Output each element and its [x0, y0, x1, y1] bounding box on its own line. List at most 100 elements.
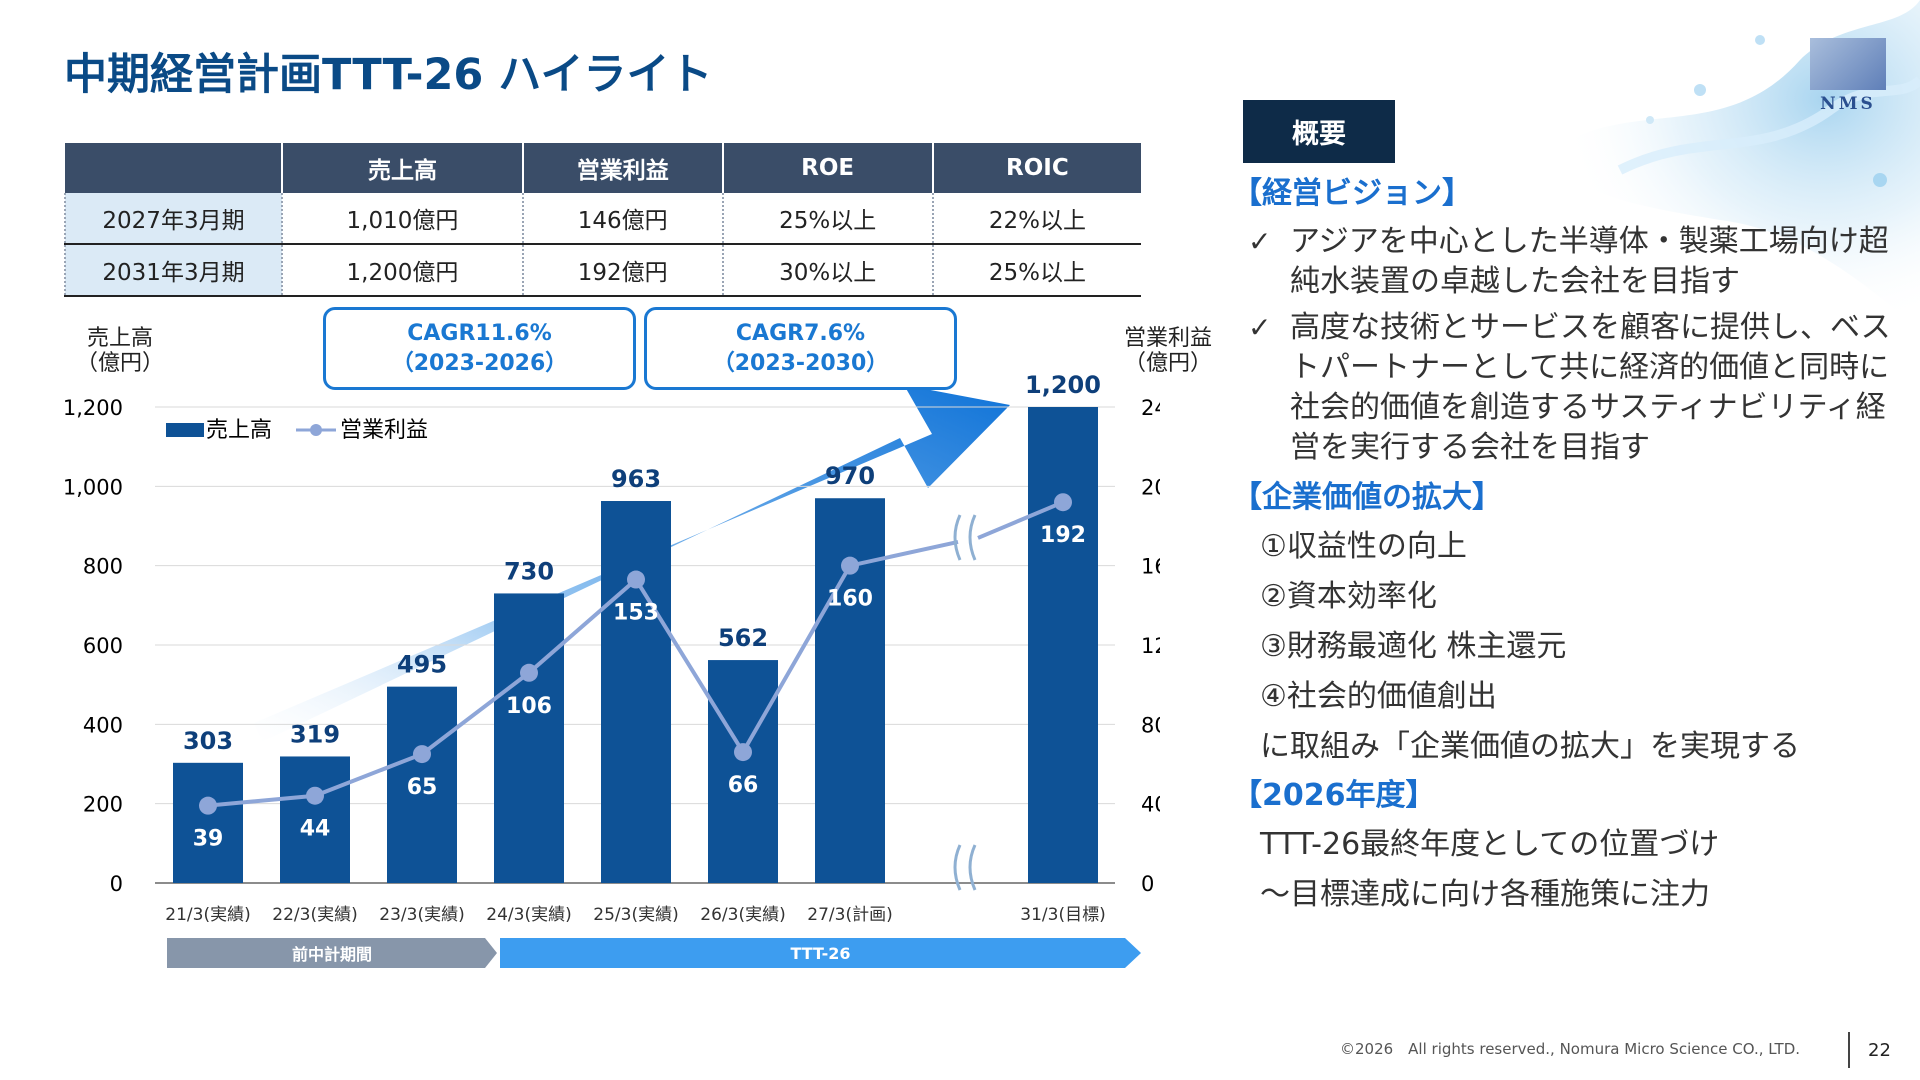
- vision-heading: 【経営ビジョン】: [1232, 176, 1472, 211]
- kpi-header-roe: ROE: [721, 143, 933, 193]
- nms-logo: NMS: [1808, 38, 1888, 118]
- op-profit-value-label: 39: [193, 827, 224, 852]
- kpi-cell: 25%以上: [931, 244, 1141, 297]
- list-item: ～目標達成に向け各種施策に注力: [1260, 877, 1710, 912]
- sales-value-label: 303: [183, 727, 233, 755]
- sales-value-label: 562: [718, 624, 768, 652]
- op-profit-value-label: 106: [506, 694, 552, 719]
- y-left-axis-title-line1: 売上高: [87, 326, 154, 351]
- y-right-tick-label: 0: [1141, 872, 1154, 896]
- kpi-header-op-profit: 営業利益: [521, 143, 723, 193]
- op-profit-point: [199, 796, 217, 815]
- check-icon: ✓: [1248, 311, 1272, 344]
- legend-profit-marker: [310, 424, 322, 436]
- vision-item-text: アジアを中心とした半導体・製薬工場向け超純水装置の卓越した会社を目指す: [1290, 224, 1889, 299]
- sales-bar: [494, 593, 564, 883]
- list-item: ②資本効率化: [1260, 579, 1437, 614]
- footer-copyright: ©2026 All rights reserved., Nomura Micro…: [1340, 1040, 1801, 1058]
- x-tick-label: 23/3(実績): [379, 905, 464, 925]
- kpi-header-sales: 売上高: [281, 143, 523, 193]
- list-item: TTT-26最終年度としての位置づけ: [1260, 827, 1720, 862]
- overview-panel: 【経営ビジョン】 ✓ アジアを中心とした半導体・製薬工場向け超純水装置の卓越した会…: [1232, 170, 1892, 920]
- table-row: 2027年3月期 1,010億円 146億円 25%以上 22%以上: [64, 193, 1141, 245]
- sales-value-label: 730: [504, 557, 554, 585]
- op-profit-point: [520, 663, 538, 682]
- op-profit-point: [413, 745, 431, 764]
- op-profit-value-label: 65: [407, 775, 438, 800]
- op-profit-value-label: 160: [827, 587, 873, 612]
- op-profit-value-label: 192: [1040, 523, 1086, 548]
- kpi-cell: 25%以上: [721, 193, 933, 245]
- list-item: ④社会的価値創出: [1260, 679, 1497, 714]
- x-tick-label: 27/3(計画): [807, 905, 892, 925]
- chart-legend: 売上高 営業利益: [166, 418, 428, 443]
- cagr-rate: CAGR7.6%: [735, 320, 866, 346]
- logo-text: NMS: [1820, 94, 1876, 114]
- kpi-cell: 1,200億円: [281, 244, 523, 297]
- page-title: 中期経営計画TTT-26 ハイライト: [64, 50, 713, 100]
- kpi-row-label: 2031年3月期: [64, 244, 282, 297]
- footer-divider: [1848, 1032, 1850, 1068]
- x-tick-label: 21/3(実績): [165, 905, 250, 925]
- sales-bar: [173, 762, 243, 883]
- vision-item-text: 高度な技術とサービスを顧客に提供し、ベストパートナーとして共に経済的価値と同時に…: [1290, 310, 1891, 465]
- y-right-tick-label: 200: [1141, 475, 1160, 499]
- list-item: に取組み「企業価値の拡大」を実現する: [1260, 729, 1800, 764]
- op-profit-value-label: 153: [613, 601, 659, 626]
- kpi-cell: 146億円: [521, 193, 723, 245]
- x-tick-label: 25/3(実績): [593, 905, 678, 925]
- kpi-cell: 192億円: [521, 244, 723, 297]
- list-item: ✓ アジアを中心とした半導体・製薬工場向け超純水装置の卓越した会社を目指す: [1232, 222, 1892, 302]
- op-profit-point: [306, 786, 324, 805]
- y-right-tick-label: 240: [1141, 396, 1160, 420]
- y-left-tick-label: 200: [83, 793, 123, 817]
- y-right-axis-title: 営業利益 （億円）: [1124, 326, 1212, 376]
- logo-emblem-icon: [1810, 38, 1886, 90]
- y-left-tick-label: 0: [110, 872, 123, 896]
- kpi-cell: 30%以上: [721, 244, 933, 297]
- cagr-box-2030: CAGR7.6% （2023-2030）: [644, 307, 957, 390]
- sales-bars: [173, 407, 1098, 883]
- overview-label: 概要: [1243, 100, 1395, 163]
- kpi-header-row: 売上高 営業利益 ROE ROIC: [65, 143, 1141, 193]
- list-item: ③財務最適化 株主還元: [1260, 629, 1567, 664]
- sales-value-label: 495: [397, 651, 447, 679]
- y-right-axis-title-line1: 営業利益: [1124, 326, 1213, 351]
- check-icon: ✓: [1248, 225, 1272, 258]
- op-profit-line-path: [977, 500, 1064, 540]
- table-row: 2031年3月期 1,200億円 192億円 30%以上 25%以上: [64, 244, 1141, 297]
- kpi-header-blank: [65, 143, 282, 193]
- x-tick-label: 26/3(実績): [700, 905, 785, 925]
- kpi-cell: 22%以上: [931, 193, 1141, 245]
- y-left-tick-label: 1,200: [63, 396, 123, 420]
- y-right-tick-label: 120: [1141, 634, 1160, 658]
- period-prev-plan: 前中計期間: [167, 938, 497, 968]
- kpi-table: 売上高 営業利益 ROE ROIC 2027年3月期 1,010億円 146億円…: [64, 143, 1141, 297]
- op-profit-point: [734, 743, 752, 762]
- sales-bar: [815, 498, 885, 883]
- y-right-axis-title-line2: （億円）: [1124, 351, 1213, 376]
- x-tick-label: 22/3(実績): [272, 905, 357, 925]
- period-ttt26: TTT-26: [500, 938, 1141, 968]
- cagr-box-2026: CAGR11.6% （2023-2026）: [323, 307, 636, 390]
- cagr-period: （2023-2026）: [391, 350, 568, 376]
- kpi-row-label: 2027年3月期: [64, 193, 282, 245]
- kpi-header-roic: ROIC: [931, 143, 1141, 193]
- y-right-tick-label: 80: [1141, 713, 1160, 737]
- sales-value-label: 1,200: [1025, 371, 1101, 399]
- y-left-axis-title: 売上高 （億円）: [76, 326, 164, 376]
- op-profit-point: [841, 556, 859, 575]
- list-item: ①収益性の向上: [1260, 529, 1467, 564]
- sales-value-label: 963: [611, 465, 661, 493]
- kpi-cell: 1,010億円: [281, 193, 523, 245]
- sales-bar: [1028, 407, 1098, 883]
- y-right-tick-label: 40: [1141, 793, 1160, 817]
- op-profit-point: [627, 570, 645, 589]
- axis-break-mark: [953, 844, 977, 891]
- axis-break-mark: [953, 514, 977, 561]
- legend-sales-swatch: [166, 423, 204, 437]
- page-number: 22: [1868, 1040, 1891, 1061]
- value-heading: 【企業価値の拡大】: [1232, 480, 1502, 515]
- sales-value-label: 970: [825, 462, 875, 490]
- sales-profit-chart: 303 319 495 730 963 562 970 1,200 39 44 65 106 153 66…: [63, 371, 1160, 925]
